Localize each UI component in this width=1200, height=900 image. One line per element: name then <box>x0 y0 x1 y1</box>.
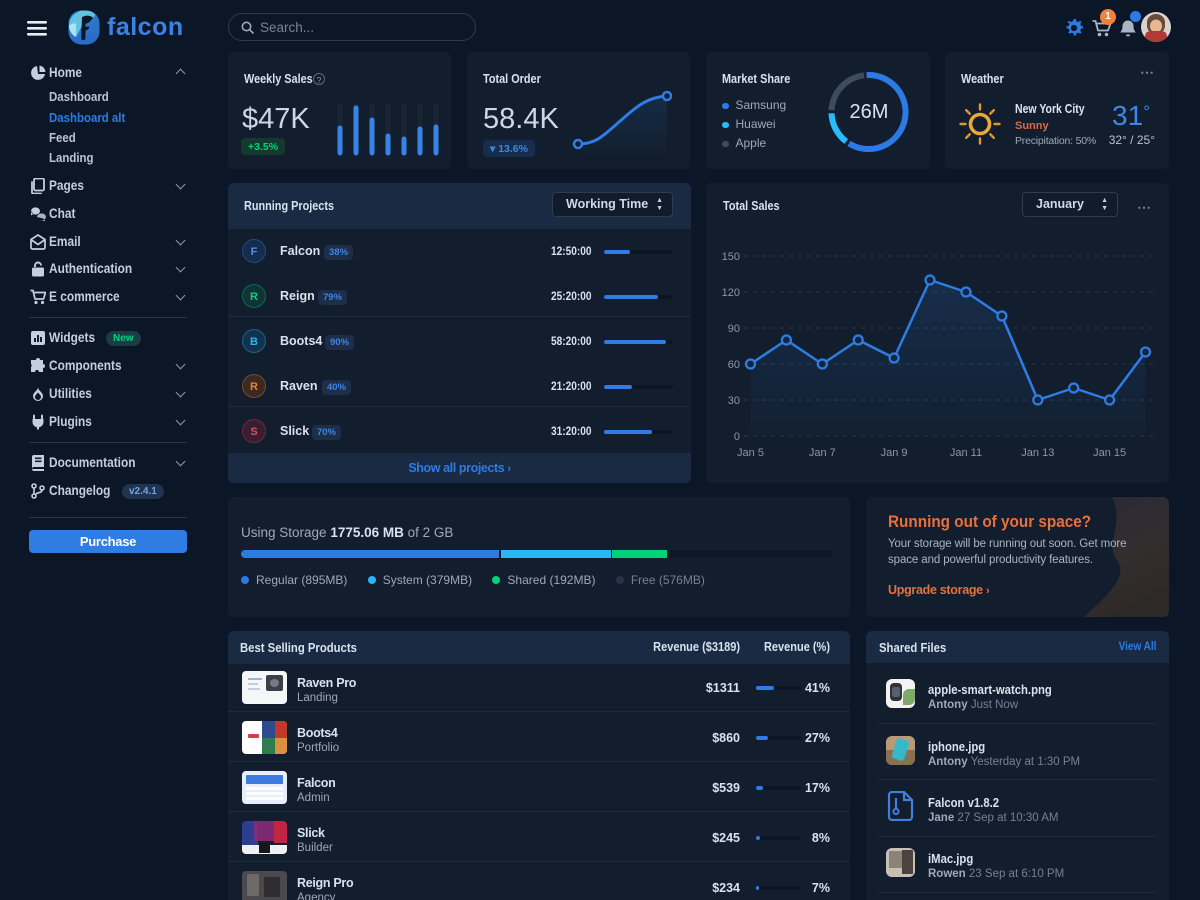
svg-text:30: 30 <box>728 395 740 407</box>
svg-text:120: 120 <box>722 287 740 299</box>
svg-text:90: 90 <box>728 323 740 335</box>
svg-text:Jan 7: Jan 7 <box>809 447 836 459</box>
svg-text:Jan 9: Jan 9 <box>881 447 908 459</box>
svg-text:Jan 15: Jan 15 <box>1093 447 1126 459</box>
svg-text:Jan 13: Jan 13 <box>1021 447 1054 459</box>
svg-text:150: 150 <box>722 251 740 263</box>
svg-text:60: 60 <box>728 359 740 371</box>
svg-text:Jan 5: Jan 5 <box>737 447 764 459</box>
svg-text:0: 0 <box>734 431 740 443</box>
svg-text:Jan 11: Jan 11 <box>950 447 982 459</box>
